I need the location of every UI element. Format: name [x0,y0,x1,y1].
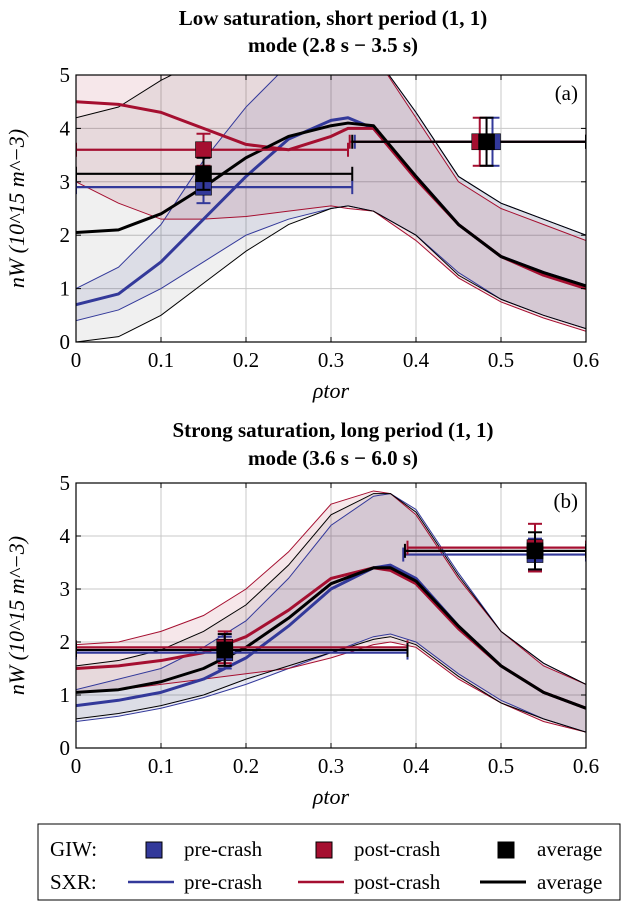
legend-giw-avg-marker [497,841,515,859]
panel-a-ytick-label: 0 [60,330,71,354]
panel-a-ytick-label: 5 [60,63,71,87]
panel-b-ylabel: nW (10^15 m^−3) [4,536,29,695]
panel-b-xtick-label: 0.3 [318,754,344,778]
panel-a-xtick-label: 0.5 [488,348,514,372]
panel-a-ytick-label: 1 [60,277,71,301]
panel-a-ytick-label: 2 [60,223,71,247]
panel-a-label: (a) [555,81,578,105]
panel-b-ytick-label: 1 [60,683,71,707]
legend: GIW: SXR: pre-crash post-crash average p… [37,823,621,901]
panel-b-xtick-label: 0.5 [488,754,514,778]
panel-a-xtick-label: 0.1 [148,348,174,372]
panel-b-title-line1: Strong saturation, long period (1, 1) [172,418,493,442]
panel-b-sxr-avg-line [76,566,586,710]
panel-a-giw-avg-marker [478,133,495,151]
panel-a-giw-avg-marker [195,165,212,183]
legend-giw-pre-marker [145,841,163,859]
panel-a-ytick-label: 4 [60,116,71,140]
panel-a-xtick-label: 0 [71,348,82,372]
panel-a-xtick-label: 0.6 [573,348,599,372]
panel-a-sxr-post-upper-edge [76,75,586,242]
legend-sxr-label: SXR: [50,870,97,894]
panel-b-giw-avg-marker [216,641,234,659]
panel-b-xtick-label: 0.6 [573,754,599,778]
panel-a-title-line1: Low saturation, short period (1, 1) [179,6,488,30]
panel-b-xtick-label: 0.2 [233,754,259,778]
panel-b-sxr-pre-lower-edge [76,633,586,733]
panel-b-series-area [76,490,586,733]
panel-a-xtick-label: 0.3 [318,348,344,372]
panel-b-ytick-label: 5 [60,471,71,495]
legend-giw-avg-label: average [537,837,602,861]
panel-b-xtick-label: 0.1 [148,754,174,778]
legend-giw-post-label: post-crash [354,837,441,861]
legend-box [37,823,621,901]
panel-b-giw-avg-marker [526,542,544,560]
panel-b-xtick-label: 0.4 [403,754,430,778]
legend-giw-label: GIW: [50,837,97,861]
panel-b-title-line2: mode (3.6 s − 6.0 s) [248,446,418,470]
panel-b-ytick-label: 4 [60,524,71,548]
panel-b-sxr-avg-lower-edge [76,636,586,733]
panel-b-ytick-label: 0 [60,736,71,760]
panel-a-giw-post-marker [195,141,212,159]
panel-a-sxr-avg-lower-edge [76,205,586,342]
panel-a-title-line2: mode (2.8 s − 3.5 s) [248,33,418,57]
panel-a-ylabel: nW (10^15 m^−3) [4,129,29,288]
panel-b-label: (b) [554,489,579,513]
panel-a-ytick-label: 3 [60,170,71,194]
panel-b-xtick-label: 0 [71,754,82,778]
legend-sxr-avg-label: average [537,870,602,894]
panel-a-xtick-label: 0.2 [233,348,259,372]
legend-sxr-post-label: post-crash [354,870,441,894]
panel-a-sxr-avg-line [76,121,586,288]
legend-sxr-pre-label: pre-crash [184,870,263,894]
panel-b-sxr-pre-band [76,493,586,733]
panel-b-ytick-label: 2 [60,630,71,654]
panel-b-ytick-label: 3 [60,577,71,601]
panel-a-sxr-pre-band [76,75,586,329]
panel-a-sxr-avg-upper-edge [76,75,586,236]
panel-a-xlabel: ρtor [312,378,350,403]
panel-b-sxr-post-band [76,490,586,733]
panel-a-series-area [76,75,586,342]
legend-giw-post-marker [315,841,333,859]
panel-b-sxr-avg-band [76,493,586,733]
panel-b-xlabel: ρtor [312,784,350,809]
panel-a-plot: 0 0.1 0.2 0.3 0.4 0.5 0.6 0 1 2 3 4 5 (a) ρtor nW (10^1… [4,63,599,403]
panel-a-xtick-label: 0.4 [403,348,430,372]
legend-giw-pre-label: pre-crash [184,837,263,861]
panel-b-plot: 0 0.1 0.2 0.3 0.4 0.5 0.6 0 1 2 3 4 5 (b) ρtor nW (10^1… [4,471,599,809]
